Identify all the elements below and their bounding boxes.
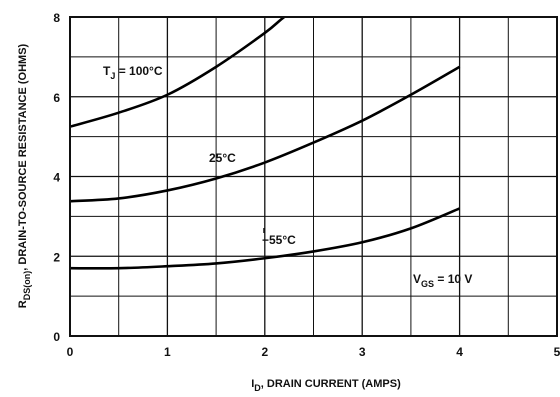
y-tick-label: 8 — [53, 11, 60, 25]
series-curve-0 — [70, 17, 287, 128]
x-tick-label: 2 — [261, 345, 268, 359]
x-tick-label: 5 — [554, 345, 560, 359]
x-tick-label: 3 — [359, 345, 366, 359]
label-100c: TJ = 100°C — [103, 64, 163, 81]
label-minus55c: −55°C — [262, 233, 296, 247]
plot-frame — [69, 16, 558, 337]
x-tick-label: 4 — [456, 345, 463, 359]
y-axis-title: RDS(on), DRAIN-TO-SOURCE RESISTANCE (OHM… — [17, 43, 32, 308]
y-tick-label: 0 — [53, 330, 60, 344]
y-tick-label: 2 — [53, 250, 60, 264]
x-tick-label: 1 — [164, 345, 171, 359]
x-axis-title: ID, DRAIN CURRENT (AMPS) — [251, 378, 401, 393]
curves — [70, 17, 461, 270]
x-tick-label: 0 — [67, 345, 74, 359]
tick-labels: 0 1 2 3 4 5 0 2 4 6 8 — [53, 11, 560, 359]
y-tick-label: 6 — [53, 91, 60, 105]
series-curve-2 — [70, 207, 461, 270]
y-tick-label: 4 — [53, 171, 60, 185]
vgs-annotation: VGS = 10 V — [413, 272, 472, 289]
series-curve-1 — [70, 65, 461, 203]
label-25c: 25°C — [209, 151, 236, 165]
